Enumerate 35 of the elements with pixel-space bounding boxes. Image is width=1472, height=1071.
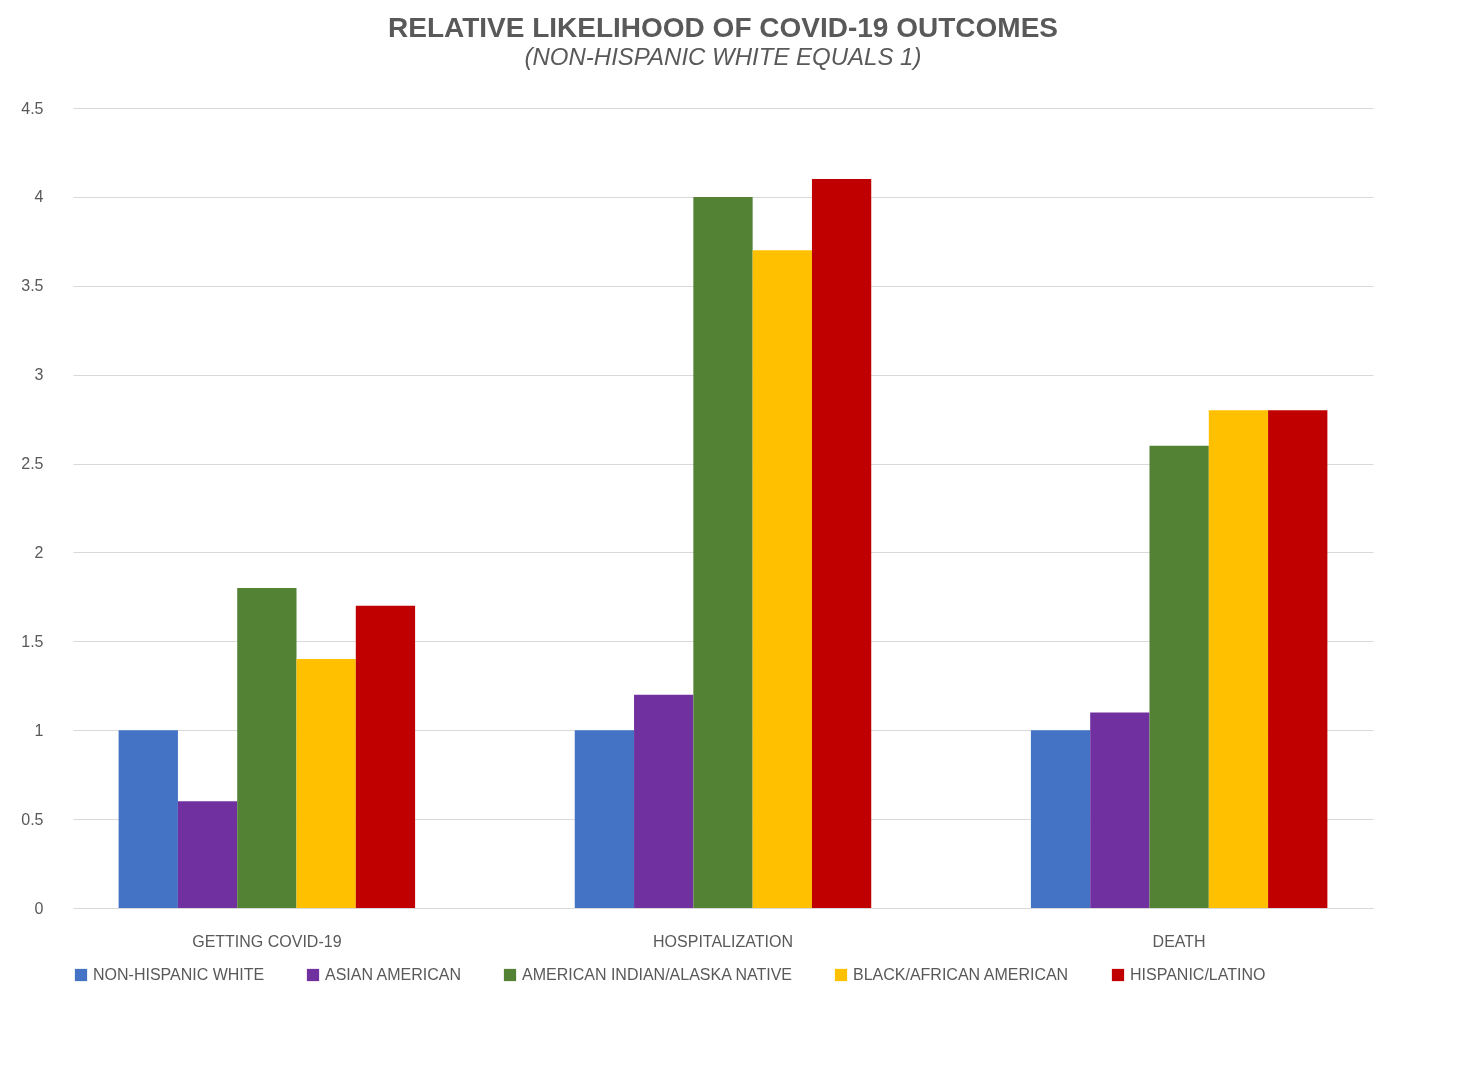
y-tick-label: 2.5 [21, 455, 44, 473]
x-tick-label: HOSPITALIZATION [653, 932, 793, 950]
x-tick-label: DEATH [1152, 932, 1206, 950]
y-tick-label: 1.5 [21, 632, 44, 650]
y-tick-label: 4 [34, 188, 44, 206]
y-tick-label: 3.5 [21, 277, 44, 295]
chart-subtitle: (NON-HISPANIC WHITE EQUALS 1) [524, 43, 922, 70]
bar [296, 659, 356, 908]
y-tick-label: 2 [34, 543, 44, 561]
bar [237, 588, 297, 908]
y-tick-label: 3 [34, 366, 44, 384]
bar [1030, 730, 1091, 908]
bar [752, 250, 812, 908]
bar [118, 730, 178, 908]
bar [1149, 445, 1209, 908]
bar [574, 730, 635, 908]
bar [634, 694, 694, 908]
legend-label: BLACK/AFRICAN AMERICAN [853, 966, 1069, 983]
bar [1268, 410, 1328, 908]
legend-label: NON-HISPANIC WHITE [93, 966, 265, 983]
y-tick-label: 1 [34, 721, 44, 739]
bar [1090, 712, 1150, 908]
bar [811, 179, 872, 908]
bar [693, 196, 753, 908]
bar [355, 605, 416, 908]
bar [1208, 410, 1269, 908]
y-tick-label: 0 [34, 899, 44, 917]
legend-label: ASIAN AMERICAN [325, 966, 462, 983]
legend-label: AMERICAN INDIAN/ALASKA NATIVE [522, 966, 792, 983]
y-tick-label: 4.5 [21, 99, 44, 117]
legend-label: HISPANIC/LATINO [1130, 966, 1266, 983]
x-tick-label: GETTING COVID-19 [192, 932, 342, 950]
bar [177, 801, 238, 908]
chart-title: RELATIVE LIKELIHOOD OF COVID-19 OUTCOMES [388, 12, 1058, 43]
y-tick-label: 0.5 [21, 810, 44, 828]
